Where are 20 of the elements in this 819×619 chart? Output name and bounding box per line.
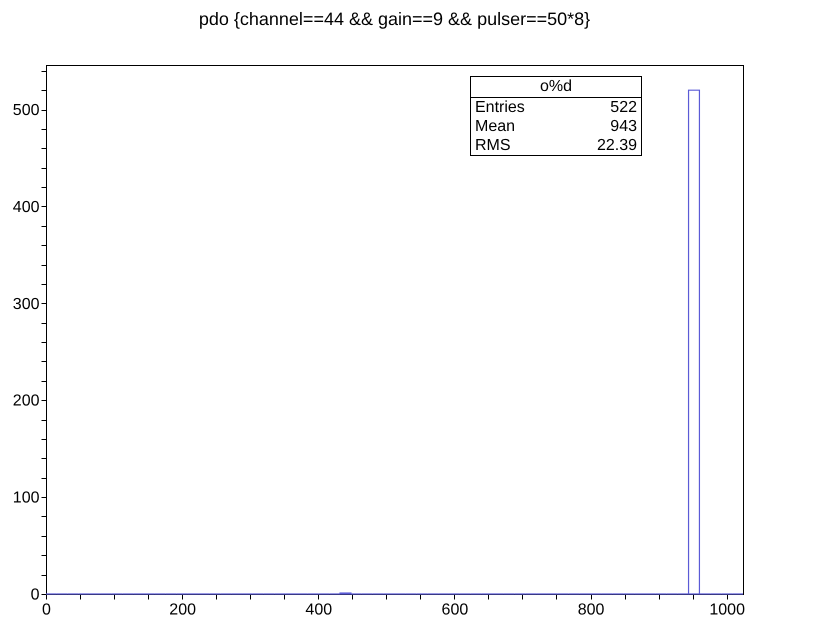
annotation: 22.39 — [596, 136, 637, 155]
annotation: RMS — [475, 136, 511, 155]
annotation: o%d — [471, 77, 641, 98]
chart-title: pdo {channel==44 && gain==9 && pulser==50*8} — [198, 8, 590, 29]
y-tick-label: 100 — [12, 490, 40, 507]
x-tick-label: 200 — [169, 602, 196, 618]
y-tick-label: 400 — [12, 198, 40, 216]
x-tick-label: 600 — [442, 602, 468, 618]
annotation: 943 — [610, 117, 637, 136]
y-tick-label: 0 — [30, 586, 40, 604]
x-tick-label: 800 — [578, 602, 604, 618]
annotation: Entries — [475, 98, 525, 117]
annotation: Mean — [475, 117, 516, 136]
x-tick-label: 400 — [305, 602, 332, 618]
y-tick-label: 500 — [12, 102, 40, 120]
x-tick-label: 0 — [42, 602, 52, 618]
y-tick-label: 300 — [12, 296, 40, 313]
annotation: 522 — [610, 98, 637, 117]
y-tick-label: 200 — [12, 392, 40, 410]
x-tick-label: 1000 — [709, 602, 746, 618]
